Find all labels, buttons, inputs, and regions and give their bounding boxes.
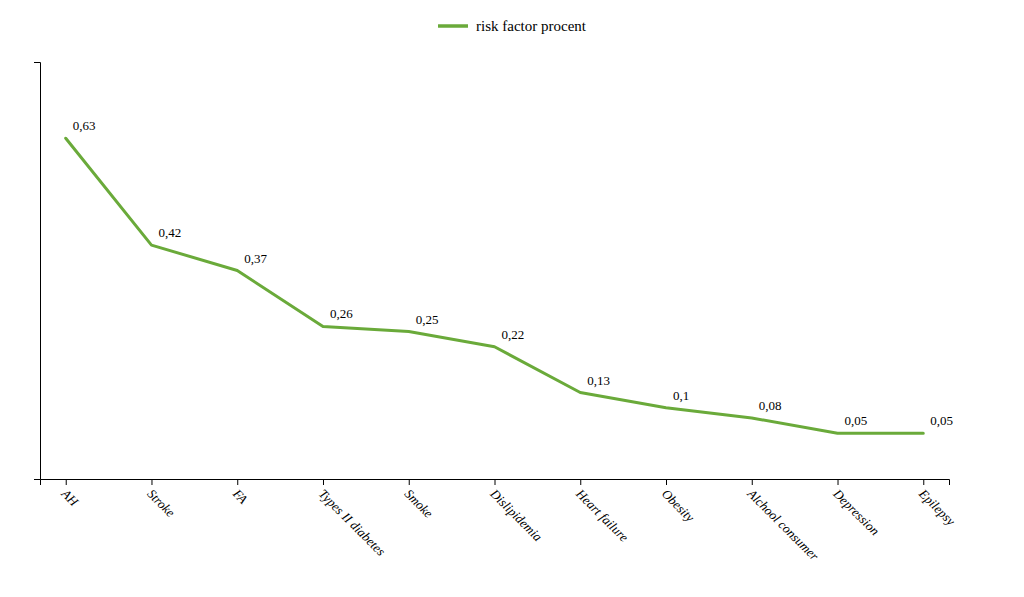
data-label: 0,1 [673,388,689,403]
x-tick-label: Heart failure [572,485,631,544]
data-label: 0,42 [158,225,181,240]
x-tick: Heart failure [572,479,631,545]
x-tick-mark [237,479,238,485]
x-tick-mark [666,479,667,485]
chart: AH Stroke FA Types II diabetes Smoke Dislipid… [0,0,1024,597]
legend: risk factor procent [438,18,587,34]
x-tick-label: Dislipidemia [487,485,546,544]
y-axis [34,63,41,480]
x-tick-mark [409,479,410,485]
legend-item: risk factor procent [438,18,587,34]
x-tick-mark [923,479,924,485]
x-tick-mark [151,479,152,485]
x-tick-label: Depression [830,485,883,538]
x-tick: Alchool consumer [744,479,823,564]
data-label: 0,37 [244,251,267,266]
x-tick-label: Epilepsy [915,485,958,528]
x-tick-mark [838,479,839,485]
data-label: 0,25 [416,312,439,327]
x-tick: Smoke [402,479,437,521]
x-tick: Dislipidemia [487,479,546,545]
data-label: 0,13 [587,373,610,388]
legend-swatch [438,24,468,28]
x-axis: AH Stroke FA Types II diabetes Smoke Dislipid… [41,479,959,564]
data-labels: 0,63 0,42 0,37 0,26 0,25 0,22 0,13 0,1 0,08 0,05 0… [73,118,953,428]
x-tick-mark [66,479,67,485]
x-axis-line [41,480,950,486]
x-tick-label: Types II diabetes [316,486,389,559]
marks [66,138,924,433]
data-label: 0,08 [759,398,782,413]
x-tick-mark [752,479,753,485]
data-label: 0,63 [73,118,96,133]
x-tick: FA [229,479,250,507]
x-tick-mark [580,479,581,485]
x-tick: AH [58,479,82,509]
x-tick-label: Smoke [402,486,437,521]
x-tick: Epilepsy [915,479,958,529]
x-tick-mark [323,479,324,485]
x-tick: Obesity [659,479,698,525]
x-tick-label: Alchool consumer [744,485,823,564]
data-label: 0,05 [845,413,868,428]
plot-area: AH Stroke FA Types II diabetes Smoke Dislipid… [34,63,958,564]
data-label: 0,26 [330,306,353,321]
x-tick-label: FA [229,485,250,506]
x-tick-label: AH [58,485,82,509]
x-tick-mark [495,479,496,485]
data-label: 0,05 [930,413,953,428]
x-tick: Stroke [144,479,178,520]
x-tick-label: Obesity [659,486,698,525]
data-label: 0,22 [502,327,525,342]
x-tick: Depression [830,479,883,538]
x-tick-label: Stroke [144,486,178,520]
legend-label: risk factor procent [476,18,587,34]
line [66,138,924,433]
y-axis-line [34,63,41,480]
x-tick: Types II diabetes [316,479,389,559]
